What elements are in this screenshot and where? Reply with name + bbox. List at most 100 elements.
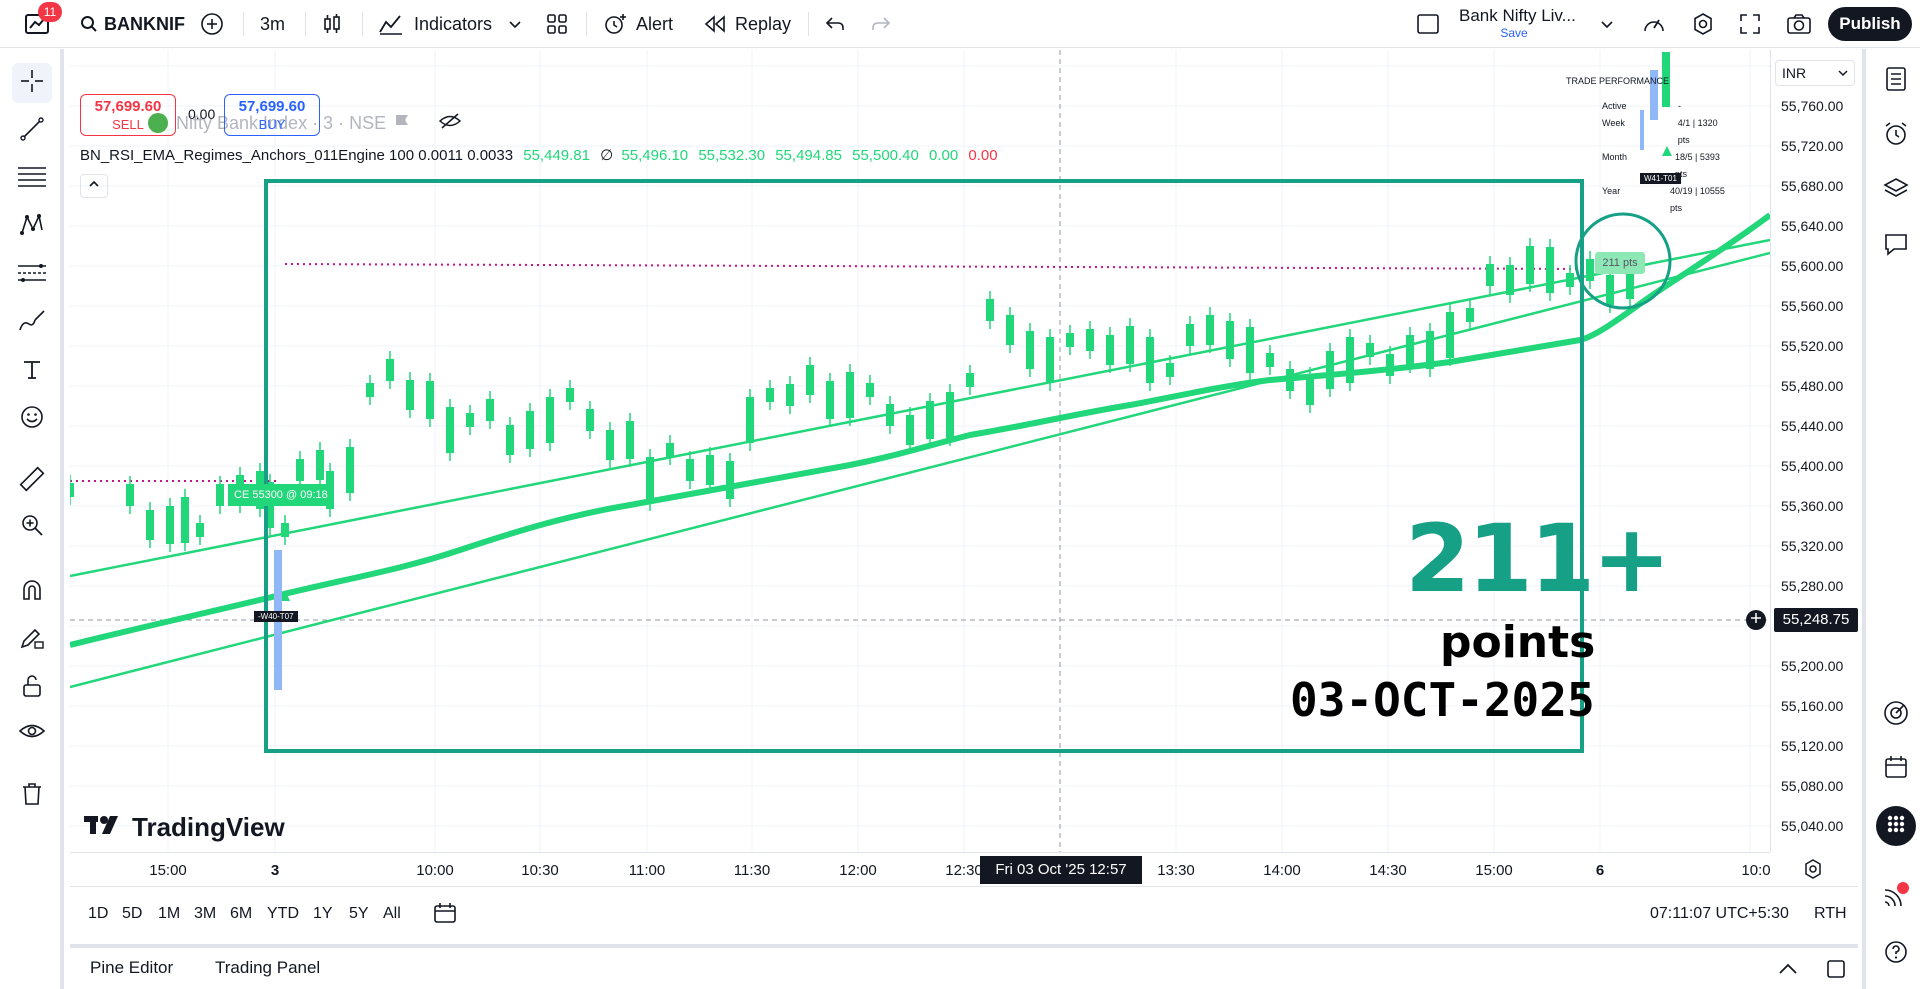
range-button-all[interactable]: All [383,905,401,922]
price-scale[interactable]: INR 55,760.00 55,720.00 55,680.00 55,640.00… [1770,50,1858,852]
trading-panel-tab[interactable]: Trading Panel [215,958,321,977]
collapse-panel-button[interactable] [1777,958,1799,985]
indicators-dropdown-button[interactable] [508,0,522,48]
publish-button[interactable]: Publish [1828,7,1912,41]
range-button-1y[interactable]: 1Y [313,905,333,922]
sell-label: SELL [112,117,144,132]
lock-drawings-tool[interactable] [12,668,52,708]
replay-button[interactable]: Replay [703,0,791,48]
price-tick: 55,600.00 [1781,258,1844,274]
layout-dropdown-button[interactable] [1600,0,1614,48]
pine-editor-tab[interactable]: Pine Editor [90,958,174,977]
candles-icon [320,12,344,36]
currency-select[interactable]: INR [1775,60,1855,86]
sell-button[interactable]: 57,699.60 SELL [80,94,176,136]
indicators-button[interactable]: Indicators [378,0,492,48]
eye-off-icon[interactable] [438,112,462,135]
forecast-icon [17,260,47,291]
layouts-button[interactable] [545,0,569,48]
symbol-title: Nifty Bank Index · 3 · NSE [176,112,387,133]
remove-drawings-tool[interactable] [12,776,52,816]
redo-button[interactable] [870,0,892,48]
spread-value: 0.00 [188,106,216,122]
session-label[interactable]: RTH [1814,905,1847,922]
range-button-5d[interactable]: 5D [122,905,143,922]
chats-button[interactable] [1876,226,1916,266]
text-tool[interactable] [12,351,52,391]
streams-button[interactable] [1876,877,1916,917]
channel-upper-line [70,238,1770,578]
quick-search-button[interactable] [1641,0,1667,48]
forecast-tool[interactable] [12,255,52,295]
chart-type-button[interactable] [320,0,344,48]
time-scale[interactable]: 15:00 3 10:00 10:30 11:00 11:30 12:00 12:30 13:3… [70,852,1771,886]
indicator-legend[interactable]: BN_RSI_EMA_Regimes_Anchors_011Engine 100… [80,146,998,164]
chevron-down-icon [1600,17,1614,31]
emoji-tool[interactable] [12,399,52,439]
clock-label[interactable]: 07:11:07 UTC+5:30 [1650,905,1789,922]
ideas-button[interactable] [1876,695,1916,735]
drawing-toolbar [0,49,64,989]
time-tick: 10:30 [521,862,559,879]
zoom-tool[interactable] [12,507,52,547]
keep-drawing-tool[interactable] [12,620,52,660]
pattern-tool[interactable] [12,207,52,247]
pts-badge: 211 pts [1595,252,1645,274]
price-tick: 55,520.00 [1781,338,1844,354]
chart-pane[interactable]: Nifty Bank Index · 3 · NSE 57,699.60 SEL… [70,50,1770,852]
settings-button[interactable] [1690,0,1716,48]
snapshot-button[interactable] [1785,0,1813,48]
collapse-legend-button[interactable] [80,174,108,198]
trend-line-tool[interactable] [12,111,52,151]
scale-settings-button[interactable] [1802,858,1824,885]
flag-icon[interactable] [394,113,410,134]
range-button-1d[interactable]: 1D [88,905,109,922]
text-icon [20,357,44,386]
maximize-panel-button[interactable] [1825,958,1847,985]
symbol-legend[interactable]: Nifty Bank Index · 3 · NSE [148,110,462,136]
alerts-button[interactable] [1876,116,1916,156]
brush-tool[interactable] [12,303,52,343]
layout-checkbox[interactable] [1415,0,1441,48]
alert-label: Alert [636,13,674,34]
range-button-ytd[interactable]: YTD [267,905,299,922]
buy-button[interactable]: 57,699.60 BUY [224,94,320,136]
symbol-search-button[interactable]: BANKNIF [80,0,185,48]
trash-icon [20,781,44,812]
watchlist-button[interactable] [1876,61,1916,101]
fullscreen-button[interactable] [1738,0,1762,48]
range-button-5y[interactable]: 5Y [349,905,369,922]
chart-canvas[interactable] [70,50,1770,852]
range-button-6m[interactable]: 6M [230,905,253,922]
measure-tool[interactable] [12,461,52,501]
notification-badge[interactable]: 11 [38,2,62,22]
price-tick: 55,320.00 [1781,538,1844,554]
interval-button[interactable]: 3m [260,13,286,34]
buy-label: BUY [258,117,286,132]
time-tick: 10:0 [1741,862,1771,879]
indicator-value: ∅ [600,147,614,164]
object-tree-button[interactable] [1876,171,1916,211]
points-gained-number: 211+ [1405,505,1671,614]
add-alert-button[interactable] [1746,610,1766,630]
alert-button[interactable]: Alert [602,0,673,48]
chevron-up-icon [88,177,100,195]
help-button[interactable] [1876,934,1916,974]
range-button-3m[interactable]: 3M [194,905,217,922]
magnet-tool[interactable] [12,572,52,612]
calendar-button[interactable] [1876,749,1916,789]
hide-drawings-tool[interactable] [12,714,52,754]
grid-icon [545,12,569,36]
products-button[interactable] [1876,806,1916,846]
price-tick: 55,560.00 [1781,298,1844,314]
compare-button[interactable] [200,0,224,48]
undo-button[interactable] [824,0,846,48]
time-tick: 15:00 [149,862,187,879]
crosshair-tool[interactable] [12,63,52,103]
range-button-1m[interactable]: 1M [158,905,181,922]
right-sidebar [1862,49,1920,989]
date-range-button[interactable] [432,901,458,930]
fib-tool[interactable] [12,159,52,199]
layout-name-button[interactable]: Bank Nifty Liv... Save [1459,6,1589,44]
maximize-icon [1825,960,1847,984]
